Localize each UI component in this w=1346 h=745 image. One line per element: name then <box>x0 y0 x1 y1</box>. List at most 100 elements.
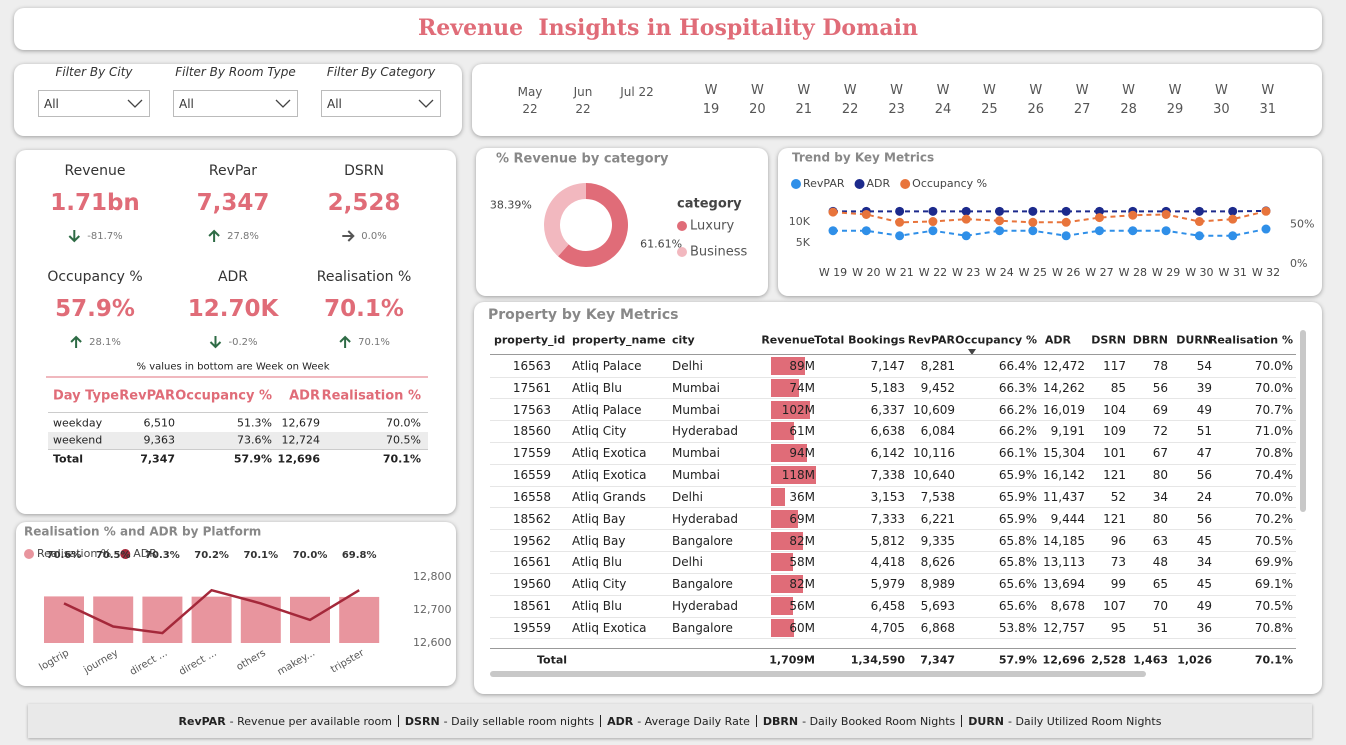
filter-dropdown[interactable]: All <box>173 90 298 117</box>
table-cell: Atliq City <box>572 424 627 439</box>
table-cell: Hyderabad <box>672 511 738 526</box>
week-option[interactable]: W 28 <box>1120 83 1137 117</box>
separator <box>600 715 602 727</box>
data-point <box>995 226 1005 236</box>
table-cell: Delhi <box>672 555 703 570</box>
table-header: property_name <box>572 333 666 347</box>
table-cell: 63 <box>1152 533 1168 548</box>
table-cell: 16558 <box>512 489 551 504</box>
week-option[interactable]: W 23 <box>888 83 905 117</box>
dropdown-chevron <box>127 99 143 108</box>
table-cell: 49 <box>1196 599 1212 614</box>
week-option[interactable]: W 20 <box>749 83 766 117</box>
table-cell: 6,868 <box>920 620 955 635</box>
kpi-label: Occupancy % <box>47 269 143 285</box>
table-cell: Mumbai <box>672 468 720 483</box>
table-cell: Atliq Blu <box>572 380 622 395</box>
kpi-label: RevPar <box>208 163 258 179</box>
footer-abbr: DURN <box>968 714 1004 728</box>
vertical-scrollbar[interactable] <box>1300 330 1306 512</box>
table-cell: 12,724 <box>281 433 321 447</box>
table-cell: 9,452 <box>920 380 955 395</box>
month-option[interactable]: May 22 <box>517 85 543 116</box>
table-cell: 82M <box>789 533 815 548</box>
dropdown-chevron <box>418 99 434 108</box>
trend-chart: Trend by Key Metrics 5K 10K 0% 50% W 19 W 20 W … <box>789 151 1315 280</box>
week-option[interactable]: W 19 <box>702 83 720 117</box>
kpi-change-value: 28.1% <box>89 336 121 348</box>
table-total: 1,34,590 <box>850 653 905 667</box>
table-cell: 6,084 <box>920 424 955 439</box>
data-point <box>828 226 838 236</box>
week-option[interactable]: W 30 <box>1213 83 1230 117</box>
month-option[interactable]: Jul 22 <box>620 85 654 99</box>
table-cell: Mumbai <box>672 380 720 395</box>
table-cell: 14,262 <box>1043 380 1085 395</box>
title-bar: Revenue Insights in Hospitality Domain <box>14 8 1322 50</box>
kpi-change-value: -81.7% <box>87 230 123 242</box>
table-cell: 99 <box>1110 577 1126 592</box>
data-point <box>995 206 1005 216</box>
table-cell: Atliq Exotica <box>572 446 647 461</box>
table-cell: 96 <box>1110 533 1126 548</box>
table-total: 70.1% <box>382 452 421 466</box>
property-panel: Property by Key Metrics property_id proper… <box>474 302 1322 694</box>
table-cell: 39 <box>1196 380 1212 395</box>
data-point <box>1128 210 1138 220</box>
table-cell: 4,705 <box>870 620 905 635</box>
legend-title: category <box>677 197 742 212</box>
week-option[interactable]: W 26 <box>1027 83 1045 117</box>
table-cell: Atliq Exotica <box>572 620 647 635</box>
x-tick-label: W 30 <box>1185 266 1213 279</box>
table-cell: 9,363 <box>143 433 176 447</box>
table-header: Revenue <box>761 333 815 347</box>
legend-marker <box>120 549 131 559</box>
table-cell: 17559 <box>512 446 551 461</box>
y2-tick-label: 50% <box>1290 218 1314 231</box>
table-cell: 16561 <box>512 555 551 570</box>
table-header: Realisation % <box>1208 333 1293 347</box>
table-cell: 6,142 <box>870 446 905 461</box>
revenue-bar <box>771 422 795 441</box>
table-cell: 102M <box>781 402 815 417</box>
revenue-bar <box>771 444 808 463</box>
x-tick-label: logtrip <box>37 648 71 674</box>
trend-arrow <box>339 335 351 348</box>
filter-value: All <box>44 97 59 111</box>
divider <box>46 376 428 378</box>
filter-dropdown[interactable]: All <box>321 90 441 117</box>
table-cell: 10,609 <box>913 402 955 417</box>
table-total: 7,347 <box>140 452 175 466</box>
series-line <box>833 228 1267 237</box>
table-cell: 65.6% <box>998 577 1037 592</box>
week-option[interactable]: W 22 <box>841 83 859 117</box>
week-option[interactable]: W 24 <box>934 83 952 117</box>
y2-tick-label: 12,800 <box>413 570 452 583</box>
x-tick-label: tripster <box>329 647 367 675</box>
dropdown-chevron <box>275 99 291 108</box>
table-cell: Atliq Palace <box>572 402 642 417</box>
table-header: Total Bookings <box>814 333 905 347</box>
x-tick-label: W 22 <box>919 266 947 279</box>
table-header: Realisation % <box>321 388 421 404</box>
table-cell: 71.0% <box>1254 424 1293 439</box>
footer-text: - Daily Booked Room Nights <box>802 714 956 728</box>
week-option[interactable]: W 25 <box>981 83 998 117</box>
kpi-label: Revenue <box>64 163 126 179</box>
week-option[interactable]: W 31 <box>1259 83 1277 117</box>
filter-value: All <box>327 97 342 111</box>
bar <box>191 596 232 643</box>
month-option[interactable]: Jun 22 <box>573 85 593 116</box>
filter-dropdown[interactable]: All <box>38 90 150 117</box>
chart-title: % Revenue by category <box>496 151 669 167</box>
x-tick-label: W 21 <box>885 266 913 279</box>
week-option[interactable]: W 27 <box>1073 83 1091 117</box>
week-option[interactable]: W 21 <box>795 83 813 117</box>
donut-chart: 61.61% Luxury 38.39% Business category <box>490 183 748 267</box>
data-point <box>961 206 971 216</box>
data-point <box>1228 214 1238 224</box>
horizontal-scrollbar[interactable] <box>490 671 1146 677</box>
x-tick-label: W 26 <box>1052 266 1080 279</box>
table-total: 1,709M <box>769 653 815 667</box>
week-option[interactable]: W 29 <box>1166 83 1184 117</box>
